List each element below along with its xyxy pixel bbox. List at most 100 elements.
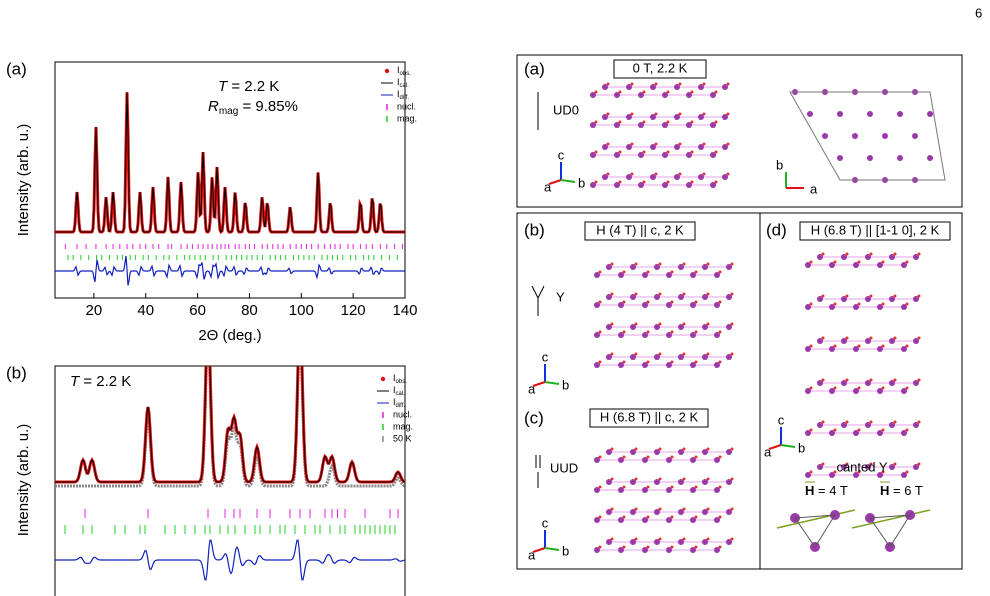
atom-small [730, 447, 734, 451]
atom-small [881, 470, 885, 474]
atom [590, 122, 596, 128]
atom-small [714, 90, 718, 94]
atom-small [610, 322, 614, 326]
atom [841, 338, 847, 344]
atom-small [598, 485, 602, 489]
title-box [799, 221, 951, 241]
atom [829, 346, 835, 352]
atom-small [606, 142, 610, 146]
atom-small [881, 428, 885, 432]
atom-small [702, 172, 706, 176]
axis-arrow [532, 381, 546, 387]
atom-small [646, 485, 650, 489]
legend-label: Iobs. [393, 373, 407, 384]
atom [602, 174, 608, 180]
atom-small [905, 302, 909, 306]
axis-arrow [768, 444, 782, 450]
atom-small [881, 260, 885, 264]
atom [594, 272, 600, 278]
atom-small [730, 507, 734, 511]
atom-small [682, 352, 686, 356]
atom [666, 362, 672, 368]
label: H (4 T) || c, 2 K [596, 222, 684, 237]
atom-small [718, 515, 722, 519]
label: c [542, 349, 549, 364]
atom [678, 479, 684, 485]
atom-small [821, 420, 825, 424]
atom-small [670, 545, 674, 549]
atom [666, 517, 672, 523]
atom [606, 449, 612, 455]
atom-small [718, 360, 722, 364]
label: H (6.8 T) || c, 2 K [600, 409, 699, 424]
atom-small [646, 455, 650, 459]
atom-small [845, 294, 849, 298]
atom [594, 362, 600, 368]
label: b [578, 175, 585, 190]
atom-small [598, 545, 602, 549]
legend-sub: diff. [400, 95, 410, 101]
atom-small [682, 507, 686, 511]
atom [650, 84, 656, 90]
atom-small [821, 336, 825, 340]
atom-small [809, 260, 813, 264]
axis-arrow [544, 381, 560, 385]
atom [666, 332, 672, 338]
label: a [528, 547, 536, 562]
atom [722, 84, 728, 90]
atom [722, 174, 728, 180]
atom [618, 547, 624, 553]
atom [865, 254, 871, 260]
atom-small [845, 462, 849, 466]
atom [662, 152, 668, 158]
atom [912, 133, 918, 139]
atom [654, 539, 660, 545]
atom-small [905, 470, 909, 474]
atom-small [694, 515, 698, 519]
atom [606, 264, 612, 270]
atom-small [598, 455, 602, 459]
atom-small [642, 120, 646, 124]
atom [666, 487, 672, 493]
atom-small [622, 300, 626, 304]
atom-small [610, 447, 614, 451]
atom-small [718, 485, 722, 489]
title-box [589, 408, 709, 428]
atom-small [893, 378, 897, 382]
atom-small [809, 386, 813, 390]
atom-small [730, 537, 734, 541]
atom-small [905, 344, 909, 348]
atom [690, 547, 696, 553]
atom [865, 422, 871, 428]
atom [807, 111, 813, 117]
atom [714, 517, 720, 523]
atom [702, 479, 708, 485]
atom-small [706, 352, 710, 356]
atom [602, 144, 608, 150]
panel-label: (b) [6, 363, 27, 382]
atom [901, 472, 907, 478]
atom [877, 346, 883, 352]
atom [710, 122, 716, 128]
atom-small [833, 428, 837, 432]
label: c [778, 412, 785, 427]
x-tick-label: 140 [392, 302, 417, 319]
atom-small [893, 294, 897, 298]
atom-small [857, 344, 861, 348]
atom-small [682, 477, 686, 481]
obs-curve [55, 366, 405, 484]
atom [714, 272, 720, 278]
atom-small [606, 112, 610, 116]
atom [829, 430, 835, 436]
x-tick-label: 100 [289, 302, 314, 319]
atom-small [634, 352, 638, 356]
atom-small [682, 262, 686, 266]
atom [686, 122, 692, 128]
atom [618, 362, 624, 368]
atom-small [642, 180, 646, 184]
atom [630, 294, 636, 300]
atom [889, 464, 895, 470]
annotation: Rmag = 9.85% [208, 98, 298, 117]
atom [662, 122, 668, 128]
